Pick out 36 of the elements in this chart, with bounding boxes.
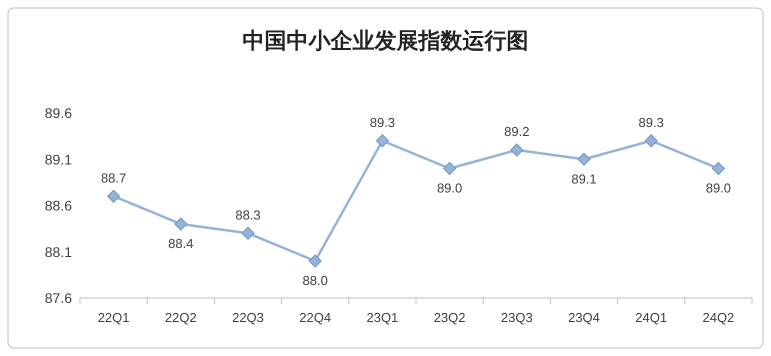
data-label: 88.7: [100, 170, 126, 186]
point: [174, 218, 188, 230]
data-label: 88.0: [302, 273, 328, 288]
point: [578, 152, 590, 166]
point: [510, 144, 524, 156]
data-label: 88.4: [168, 236, 194, 251]
data-label: 89.1: [571, 171, 597, 186]
point: [644, 134, 658, 148]
y-tick-label: 88.6: [44, 198, 72, 214]
point: [308, 254, 322, 268]
data-label: 88.3: [235, 207, 261, 222]
point: [242, 226, 254, 240]
y-tick-label: 89.1: [44, 151, 72, 168]
point: [376, 134, 389, 148]
point: [443, 162, 456, 175]
data-label: 89.2: [504, 124, 530, 139]
x-tick-label: 22Q4: [299, 310, 332, 325]
y-tick-label: 88.1: [44, 244, 72, 260]
y-tick-label: 87.6: [44, 290, 72, 306]
x-tick-label: 23Q3: [500, 310, 533, 325]
data-label: 89.3: [370, 114, 396, 130]
data-label: 89.0: [436, 180, 462, 196]
x-tick-label: 22Q2: [164, 310, 197, 325]
x-tick-label: 22Q1: [98, 310, 130, 325]
point: [712, 162, 725, 175]
point: [107, 190, 120, 203]
x-tick-label: 24Q2: [702, 310, 734, 325]
x-tick-label: 23Q4: [568, 310, 600, 325]
x-tick-label: 22Q3: [232, 310, 264, 325]
y-tick-label: 89.6: [44, 105, 72, 121]
x-tick-label: 24Q1: [635, 310, 668, 325]
chart-title: 中国中小企业发展指数运行图: [242, 28, 528, 53]
x-tick-label: 23Q1: [366, 310, 398, 325]
data-label: 89.3: [638, 114, 664, 130]
x-tick-label: 23Q2: [434, 310, 466, 325]
data-label: 89.0: [706, 180, 732, 196]
